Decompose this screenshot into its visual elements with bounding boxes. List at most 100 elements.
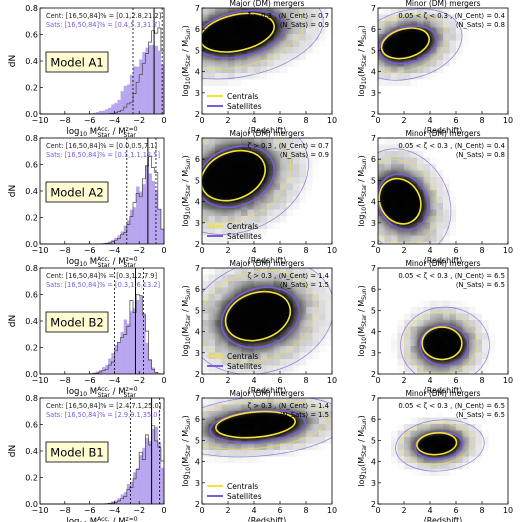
density-cell: [417, 313, 424, 320]
density-cell: [436, 229, 443, 236]
density-cell: [404, 144, 411, 151]
density-cell: [299, 333, 306, 340]
axes-frame: [377, 267, 509, 375]
y-tick-label: 7: [195, 4, 200, 13]
density-cell: [228, 443, 235, 450]
histogram-bar: [142, 313, 146, 374]
density-cell: [273, 359, 280, 366]
density-cell: [423, 365, 430, 372]
satellites-contour-inner: [220, 286, 301, 349]
density-cell: [234, 456, 241, 463]
density-cell: [397, 151, 404, 158]
x-tick-label: 6: [277, 506, 282, 515]
density-cell: [462, 372, 469, 374]
y-axis-label: dN: [8, 185, 18, 197]
axes-frame: [201, 7, 333, 115]
density-cell: [423, 372, 430, 374]
density-cell: [404, 151, 411, 158]
density-cell: [423, 320, 430, 327]
model-label: Model B2: [50, 316, 103, 330]
density-cell: [228, 216, 235, 223]
density-cell: [417, 301, 424, 308]
histogram-bar: [95, 112, 100, 114]
density-cell: [417, 430, 424, 437]
density-cell: [325, 417, 332, 424]
density-cell: [280, 164, 287, 171]
density-cell: [443, 307, 450, 314]
density-cell: [286, 450, 293, 457]
density-cell: [456, 430, 463, 437]
density-cell: [449, 313, 456, 320]
density-cell: [430, 190, 437, 197]
x-tick-label: 8: [303, 116, 308, 125]
density-cell: [293, 27, 300, 34]
density-cell: [273, 365, 280, 372]
histogram-bar: [148, 45, 152, 114]
density-peak: [214, 411, 299, 440]
density-cell: [312, 40, 319, 47]
density-cell: [325, 333, 332, 340]
density-cell: [312, 8, 319, 15]
x-tick-label: 0: [199, 506, 204, 515]
histogram-bar: [117, 235, 121, 244]
density-cell: [247, 53, 254, 60]
density-cell: [286, 151, 293, 158]
x-tick-label: −4: [109, 116, 121, 125]
density-cell: [391, 138, 398, 145]
density-cell: [391, 235, 398, 242]
density-cell: [398, 320, 405, 327]
density-cell: [436, 417, 443, 424]
density-cell: [247, 352, 254, 359]
x-axis-label: ⟨Redshift⟩: [248, 386, 287, 395]
histogram-bar: [89, 113, 93, 114]
centrals-contour-inner: [202, 149, 266, 202]
density-cell: [208, 346, 215, 353]
histogram-bar: [139, 191, 143, 244]
density-cell: [325, 404, 332, 411]
density-cell: [449, 365, 456, 372]
density-cell: [299, 281, 306, 288]
density-peak: [224, 290, 294, 343]
histogram-bar: [142, 447, 146, 504]
density-cell: [306, 430, 313, 437]
density-cell: [208, 281, 215, 288]
density-cell: [410, 346, 417, 353]
histogram-bar: [157, 50, 162, 114]
density-cell: [417, 424, 424, 431]
density-cell: [208, 326, 215, 333]
y-tick-label: 3: [371, 479, 376, 488]
density-cell: [325, 326, 332, 333]
density-cell: [475, 352, 482, 359]
density-cell: [385, 138, 392, 145]
histogram-bar: [136, 66, 140, 114]
density-cell: [221, 365, 228, 372]
density-cell: [209, 372, 216, 379]
x-tick-label: 6: [453, 376, 458, 385]
density-cell: [404, 430, 411, 437]
density-cell: [384, 151, 391, 158]
density-cell: [404, 157, 411, 164]
density-cell: [306, 268, 313, 275]
y-tick-label: 6: [371, 285, 376, 294]
x-axis-label: ⟨Redshift⟩: [248, 516, 287, 522]
density-cell: [215, 281, 222, 288]
density-cell: [306, 424, 313, 431]
density-cell: [280, 157, 287, 164]
x-tick-label: −2: [133, 376, 145, 385]
density-cell: [286, 196, 293, 203]
density-cell: [241, 352, 248, 359]
satellite-count-text: ⟨N_Sats⟩ = 0.9: [280, 21, 329, 29]
density-cell: [475, 430, 482, 437]
density-cell: [280, 138, 287, 145]
density-cell: [228, 404, 235, 411]
x-tick-label: −10: [32, 116, 49, 125]
density-cell: [423, 60, 430, 67]
density-cell: [293, 404, 300, 411]
density-cell: [306, 177, 313, 184]
density-cell: [436, 34, 443, 41]
density-cell: [410, 66, 417, 73]
density-cell: [325, 300, 332, 307]
density-cell: [208, 411, 215, 418]
density-cell: [469, 450, 476, 457]
